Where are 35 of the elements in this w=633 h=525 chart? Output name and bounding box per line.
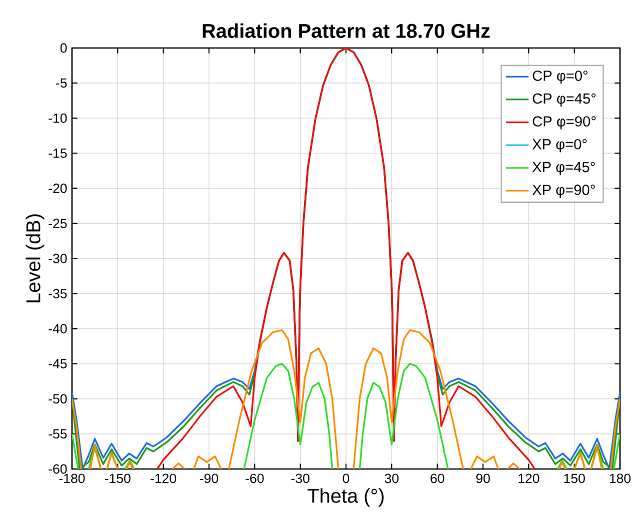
x-tick-label: -180 — [59, 474, 85, 484]
y-tick-label: -45 — [48, 359, 67, 368]
x-tick-label: 150 — [564, 474, 585, 484]
x-tick-label: -30 — [291, 474, 310, 484]
legend-label: CP φ=0° — [532, 70, 588, 84]
y-tick-label: -20 — [48, 184, 67, 194]
x-tick-label: 90 — [476, 474, 490, 484]
legend-label: XP φ=0° — [532, 139, 587, 152]
y-tick-label: -50 — [48, 394, 67, 404]
y-tick-label: 0 — [60, 43, 67, 53]
chart-title: Radiation Pattern at 18.70 GHz — [202, 23, 490, 38]
y-tick-label: -40 — [48, 324, 67, 334]
x-tick-label: -90 — [200, 474, 218, 484]
y-tick-label: -30 — [48, 254, 67, 264]
x-axis-title: Theta (°) — [308, 488, 384, 507]
legend-label: CP φ=45° — [532, 93, 596, 107]
y-tick-label: -60 — [48, 464, 67, 474]
x-tick-label: 0 — [342, 474, 350, 484]
x-tick-label: 30 — [384, 474, 399, 484]
x-tick-label: -150 — [104, 474, 130, 484]
y-tick-label: -25 — [48, 218, 67, 228]
y-tick-label: -55 — [48, 429, 67, 439]
y-tick-label: -15 — [48, 148, 67, 158]
x-tick-label: -60 — [246, 474, 264, 484]
y-tick-label: -5 — [56, 78, 67, 88]
legend-label: CP φ=90° — [532, 116, 596, 130]
y-axis-title: Level (dB) — [26, 214, 44, 302]
y-tick-label: -10 — [48, 113, 67, 123]
x-tick-label: -120 — [150, 474, 176, 484]
x-tick-label: 60 — [430, 474, 444, 484]
legend-label: XP φ=90° — [532, 184, 595, 198]
x-tick-label: 120 — [518, 474, 540, 484]
legend-label: XP φ=45° — [532, 162, 595, 176]
y-tick-label: -35 — [48, 288, 67, 298]
x-tick-label: 180 — [610, 474, 631, 484]
